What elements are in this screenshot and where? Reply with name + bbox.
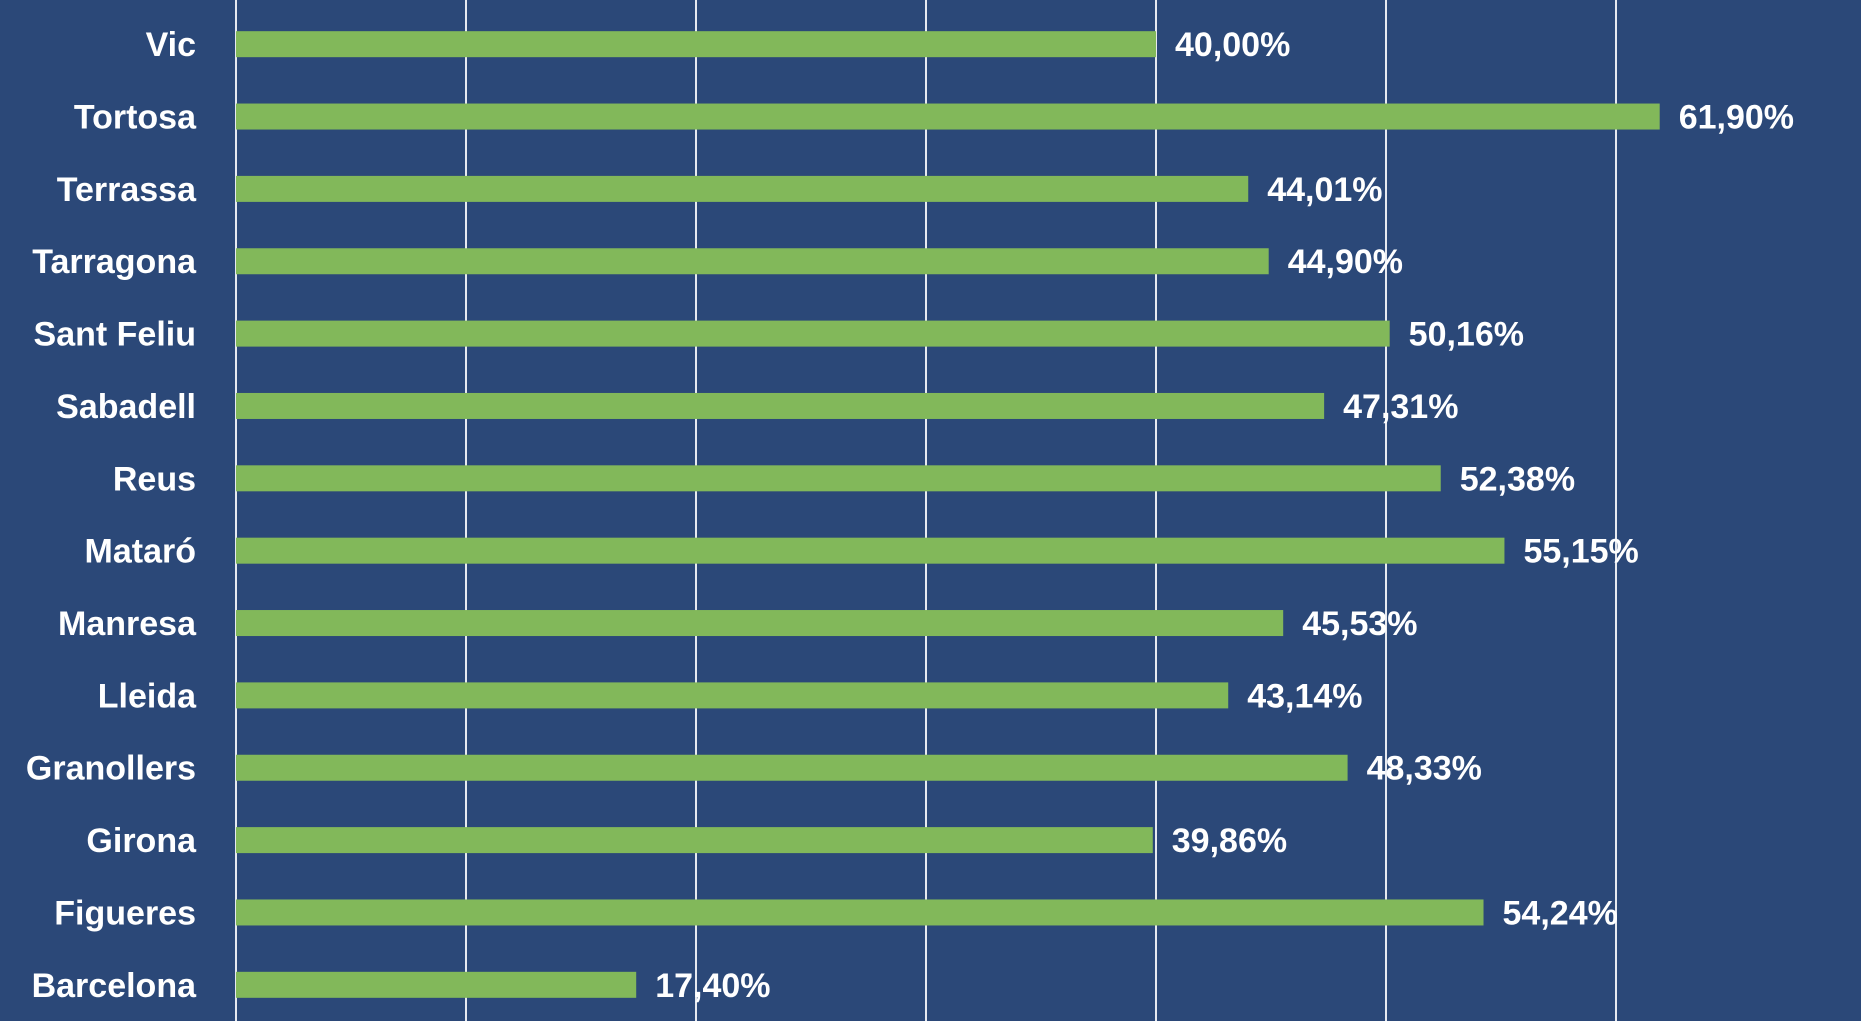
data-label: 43,14% — [1247, 677, 1362, 715]
bar — [236, 827, 1153, 854]
bar — [236, 610, 1284, 637]
data-label: 50,16% — [1409, 316, 1524, 354]
bar — [236, 754, 1348, 781]
y-tick-label: Girona — [86, 822, 197, 860]
y-tick-label: Sant Feliu — [34, 316, 196, 354]
bar — [236, 971, 637, 998]
y-tick-label: Lleida — [98, 677, 197, 715]
y-tick-label: Terrassa — [57, 171, 197, 209]
data-label: 39,86% — [1172, 822, 1287, 860]
y-tick-label: Mataró — [85, 533, 196, 571]
y-tick-label: Figueres — [54, 894, 196, 932]
y-tick-label: Tarragona — [32, 243, 197, 281]
bar — [236, 31, 1156, 58]
data-label: 45,53% — [1302, 605, 1417, 643]
data-label: 17,40% — [655, 967, 770, 1005]
data-label: 48,33% — [1367, 750, 1482, 788]
data-label: 61,90% — [1679, 99, 1794, 137]
data-label: 44,01% — [1267, 171, 1382, 209]
data-label: 40,00% — [1175, 26, 1290, 64]
data-label: 54,24% — [1503, 894, 1618, 932]
bar — [236, 248, 1269, 275]
y-tick-label: Reus — [113, 460, 196, 498]
bar — [236, 682, 1229, 709]
y-tick-label: Manresa — [58, 605, 197, 643]
bar — [236, 103, 1660, 130]
bar — [236, 392, 1325, 419]
bar — [236, 175, 1249, 202]
y-tick-label: Barcelona — [32, 967, 197, 1005]
y-tick-label: Granollers — [26, 750, 196, 788]
y-tick-label: Tortosa — [74, 99, 197, 137]
bar — [236, 465, 1441, 492]
data-label: 47,31% — [1343, 388, 1458, 426]
y-tick-label: Vic — [146, 26, 196, 64]
bar — [236, 537, 1505, 564]
data-label: 55,15% — [1523, 533, 1638, 571]
y-tick-label: Sabadell — [56, 388, 196, 426]
bar — [236, 320, 1390, 347]
bar — [236, 899, 1484, 926]
data-label: 44,90% — [1288, 243, 1403, 281]
data-label: 52,38% — [1460, 460, 1575, 498]
